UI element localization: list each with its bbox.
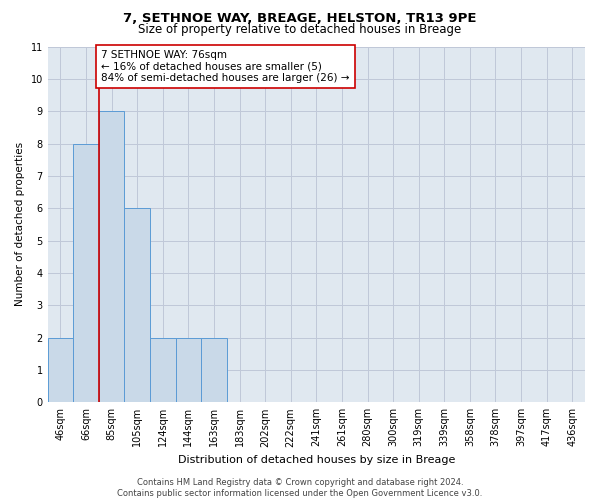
Bar	[99, 111, 124, 403]
Text: 7 SETHNOE WAY: 76sqm
← 16% of detached houses are smaller (5)
84% of semi-detach: 7 SETHNOE WAY: 76sqm ← 16% of detached h…	[101, 50, 350, 83]
Bar	[73, 144, 99, 402]
Text: 7, SETHNOE WAY, BREAGE, HELSTON, TR13 9PE: 7, SETHNOE WAY, BREAGE, HELSTON, TR13 9P…	[123, 12, 477, 26]
Bar	[124, 208, 150, 402]
Bar	[176, 338, 201, 402]
Bar	[47, 338, 73, 402]
Bar	[201, 338, 227, 402]
Text: Size of property relative to detached houses in Breage: Size of property relative to detached ho…	[139, 22, 461, 36]
X-axis label: Distribution of detached houses by size in Breage: Distribution of detached houses by size …	[178, 455, 455, 465]
Text: Contains HM Land Registry data © Crown copyright and database right 2024.
Contai: Contains HM Land Registry data © Crown c…	[118, 478, 482, 498]
Y-axis label: Number of detached properties: Number of detached properties	[15, 142, 25, 306]
Bar	[150, 338, 176, 402]
